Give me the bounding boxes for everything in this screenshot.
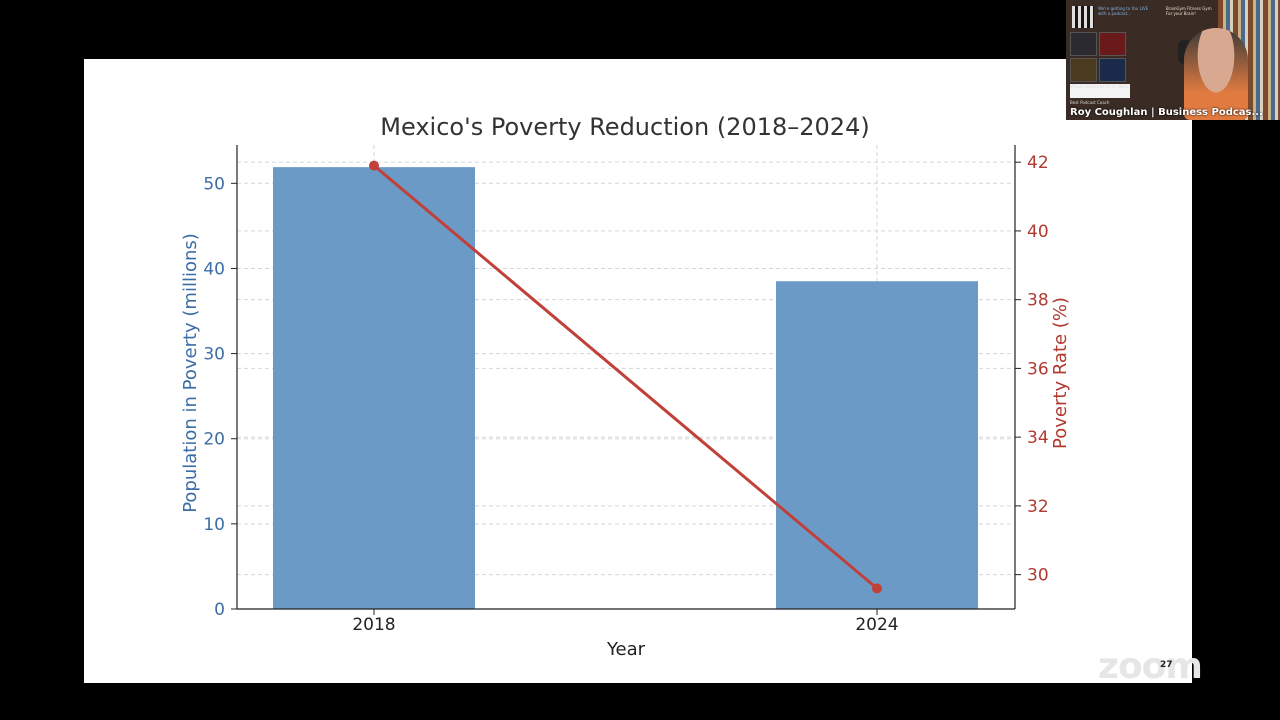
y-right-tick-label: 34 xyxy=(1027,428,1049,448)
poverty-rate-line xyxy=(373,164,878,590)
promo-text-left: We're getting to You LIVE with a podcast… xyxy=(1098,6,1149,16)
y-right-tick-label: 40 xyxy=(1027,222,1049,242)
participant-video-tile[interactable]: We're getting to You LIVE with a podcast… xyxy=(1066,0,1280,120)
slide-canvas: 0 10 20 30 40 50 30 32 34 36 38 40 42 2018 2024 Mexico… xyxy=(84,59,1192,683)
thumbnail xyxy=(1099,32,1126,56)
x-tick-label: 2018 xyxy=(352,615,395,635)
x-tick-label: 2024 xyxy=(855,615,898,635)
y-right-tick-label: 36 xyxy=(1027,359,1049,379)
poverty-rate-point-2024 xyxy=(872,583,882,594)
participant-avatar xyxy=(1184,28,1248,120)
zoom-watermark: zoom xyxy=(1098,646,1203,687)
y-right-tick-label: 42 xyxy=(1027,153,1049,173)
promo-text-right: BrainGym Fitness Gym For your Brain! xyxy=(1166,6,1212,16)
thumbnail xyxy=(1070,58,1097,82)
poverty-rate-point-2018 xyxy=(369,160,379,171)
y-left-tick-label: 0 xyxy=(214,600,225,620)
y-left-tick-label: 50 xyxy=(203,174,225,194)
poverty-chart: 0 10 20 30 40 50 30 32 34 36 38 40 42 2018 2024 Mexico… xyxy=(180,113,1071,660)
y-right-axis-label: Poverty Rate (%) xyxy=(1050,297,1071,449)
bar-2024 xyxy=(776,281,978,609)
bar-2018 xyxy=(273,167,475,609)
line-layer xyxy=(369,160,882,594)
y-left-axis-label: Population in Poverty (millions) xyxy=(180,233,201,513)
participant-name: Roy Coughlan | Business Podcas... xyxy=(1070,107,1263,118)
thumbnail xyxy=(1099,58,1126,82)
y-right-tick-label: 30 xyxy=(1027,566,1049,586)
qr-code-icon xyxy=(1072,6,1094,28)
y-left-tick-label: 10 xyxy=(203,515,225,535)
y-right-tick-label: 38 xyxy=(1027,291,1049,311)
y-left-tick-label: 40 xyxy=(203,259,225,279)
y-right-tick-label: 32 xyxy=(1027,497,1049,517)
axes-layer: 0 10 20 30 40 50 30 32 34 36 38 40 42 2018 2024 xyxy=(203,145,1049,635)
promo-thumbnails xyxy=(1070,32,1126,82)
chart-title: Mexico's Poverty Reduction (2018–2024) xyxy=(380,113,869,141)
thumbnail xyxy=(1070,32,1097,56)
x-axis-label: Year xyxy=(606,639,646,660)
caption-small: Best Podcast Coach xyxy=(1070,100,1110,105)
promo-text-bottom: Virtual Assistants to VA World xyxy=(1070,84,1130,98)
bars-layer xyxy=(273,167,978,609)
y-left-tick-label: 30 xyxy=(203,345,225,365)
slide-number: 27 xyxy=(1160,660,1173,670)
y-left-tick-label: 20 xyxy=(203,430,225,450)
